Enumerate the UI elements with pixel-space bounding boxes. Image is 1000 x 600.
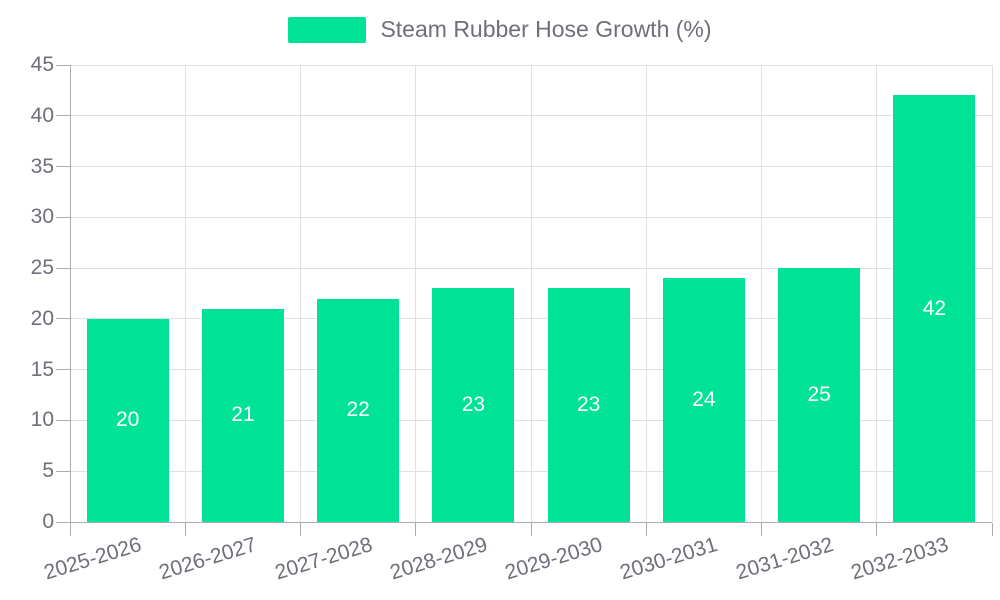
x-axis-category-label: 2028-2029 [387, 533, 491, 585]
x-axis-line [70, 522, 992, 523]
bar-2030-2031[interactable] [662, 278, 745, 522]
x-axis-category-label: 2032-2033 [848, 533, 952, 585]
x-axis-tick [530, 523, 532, 536]
bar-value-label: 21 [231, 403, 255, 427]
v-gridline [876, 65, 878, 522]
x-axis-tick [991, 523, 993, 536]
legend-label: Steam Rubber Hose Growth (%) [380, 16, 712, 42]
x-axis-category-label: 2029-2030 [502, 533, 606, 585]
v-gridline [991, 65, 993, 522]
y-axis-tick-label: 30 [30, 205, 54, 229]
y-axis-tick [56, 369, 70, 371]
bar-2025-2026[interactable] [86, 318, 169, 522]
y-axis-tick [56, 267, 70, 269]
y-axis-tick-label: 35 [30, 154, 54, 178]
y-axis-line [70, 65, 71, 522]
y-axis-tick [56, 521, 70, 523]
x-axis-category-label: 2025-2026 [41, 533, 145, 585]
y-axis-tick-label: 25 [30, 256, 54, 280]
v-gridline [184, 65, 186, 522]
x-axis-tick [184, 523, 186, 536]
bar-2027-2028[interactable] [317, 298, 400, 522]
bar-value-label: 25 [807, 383, 831, 407]
y-axis-tick [56, 64, 70, 66]
y-axis-tick-label: 5 [42, 459, 54, 483]
x-axis-category-label: 2027-2028 [272, 533, 375, 585]
y-axis-tick [56, 115, 70, 117]
x-axis-tick [761, 523, 762, 536]
x-axis-tick [876, 523, 878, 536]
bar-value-label: 20 [115, 408, 140, 432]
bar-value-label: 22 [346, 398, 370, 422]
x-axis-category-label: 2030-2031 [617, 533, 721, 585]
bar-value-label: 23 [576, 393, 601, 417]
x-axis-tick [415, 523, 417, 536]
v-gridline [645, 65, 647, 522]
bar-2026-2027[interactable] [201, 308, 284, 522]
x-axis-category-label: 2031-2032 [733, 533, 836, 585]
x-axis-category-label: 2026-2027 [156, 533, 260, 585]
v-gridline [300, 65, 301, 522]
y-axis-tick-label: 20 [30, 306, 54, 330]
y-axis-tick [56, 419, 70, 421]
x-axis-tick [645, 523, 647, 536]
y-axis-tick [56, 216, 70, 218]
plot-area: 0 5 10 15 20 25 30 35 40 45 20 2025-2026 21 2026-2027… [31, 53, 993, 584]
v-gridline [530, 65, 532, 522]
bar-2031-2032[interactable] [778, 268, 861, 522]
y-axis-tick-label: 0 [42, 510, 54, 533]
bar-value-label: 24 [692, 388, 716, 412]
x-axis-tick [300, 523, 301, 536]
legend-color-marker [288, 16, 367, 43]
bar-2032-2033[interactable] [893, 95, 976, 522]
bar-2028-2029[interactable] [432, 288, 515, 522]
bar-value-label: 23 [461, 393, 486, 417]
y-axis-tick [56, 166, 70, 168]
y-axis-tick-label: 10 [30, 408, 54, 432]
v-gridline [761, 65, 762, 522]
x-axis-tick [69, 523, 71, 536]
y-axis-tick [56, 470, 70, 472]
y-axis-tick-label: 45 [30, 53, 54, 76]
y-axis-tick-label: 15 [30, 357, 54, 381]
v-gridline [415, 65, 417, 522]
chart-legend[interactable]: Steam Rubber Hose Growth (%) [0, 16, 1000, 43]
bar-2029-2030[interactable] [547, 288, 630, 522]
y-axis-tick [56, 318, 70, 320]
y-axis-tick-label: 40 [30, 103, 54, 127]
bar-value-label: 42 [922, 296, 947, 320]
